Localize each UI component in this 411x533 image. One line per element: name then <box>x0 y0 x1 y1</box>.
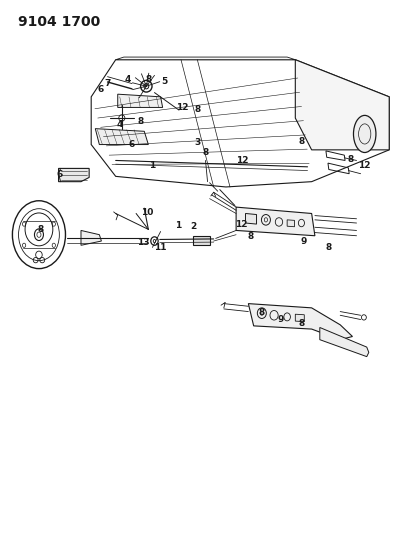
Text: 6: 6 <box>97 85 103 94</box>
Polygon shape <box>115 57 296 60</box>
Text: 12: 12 <box>236 156 249 165</box>
Text: 8: 8 <box>202 148 209 157</box>
Text: 8: 8 <box>326 244 332 253</box>
Text: 13: 13 <box>137 238 150 247</box>
Text: 8: 8 <box>145 75 152 84</box>
Text: 8: 8 <box>137 117 143 126</box>
Polygon shape <box>118 94 163 108</box>
Text: 3: 3 <box>194 139 201 148</box>
Polygon shape <box>320 327 369 357</box>
Polygon shape <box>81 230 102 245</box>
Text: 12: 12 <box>358 161 371 170</box>
Text: 8: 8 <box>37 225 43 234</box>
Text: 12: 12 <box>176 103 189 112</box>
Polygon shape <box>58 168 89 182</box>
Ellipse shape <box>353 115 376 152</box>
Text: 8: 8 <box>347 155 353 164</box>
Polygon shape <box>245 214 256 224</box>
Text: 1: 1 <box>175 221 181 230</box>
Text: 4: 4 <box>125 75 131 84</box>
Text: 8: 8 <box>298 319 305 328</box>
Text: 8: 8 <box>247 232 254 241</box>
Text: 10: 10 <box>141 208 154 217</box>
Text: 6: 6 <box>57 170 63 179</box>
Polygon shape <box>296 314 304 321</box>
Text: 9104 1700: 9104 1700 <box>18 14 100 29</box>
Text: 11: 11 <box>155 243 167 252</box>
Text: 8: 8 <box>298 138 305 147</box>
Polygon shape <box>193 236 210 245</box>
Text: 9: 9 <box>300 237 307 246</box>
Text: 1: 1 <box>149 161 155 170</box>
Text: 4: 4 <box>117 120 123 129</box>
Text: 12: 12 <box>235 220 248 229</box>
Polygon shape <box>296 60 389 150</box>
Polygon shape <box>287 220 295 227</box>
Text: 5: 5 <box>162 77 168 86</box>
Polygon shape <box>236 207 315 236</box>
Text: 8: 8 <box>194 104 201 114</box>
Text: 2: 2 <box>190 222 196 231</box>
Polygon shape <box>95 128 148 144</box>
Text: 6: 6 <box>129 140 135 149</box>
Text: 9: 9 <box>277 315 284 324</box>
Polygon shape <box>248 304 353 340</box>
Text: 8: 8 <box>258 308 265 317</box>
Text: 7: 7 <box>104 79 111 88</box>
